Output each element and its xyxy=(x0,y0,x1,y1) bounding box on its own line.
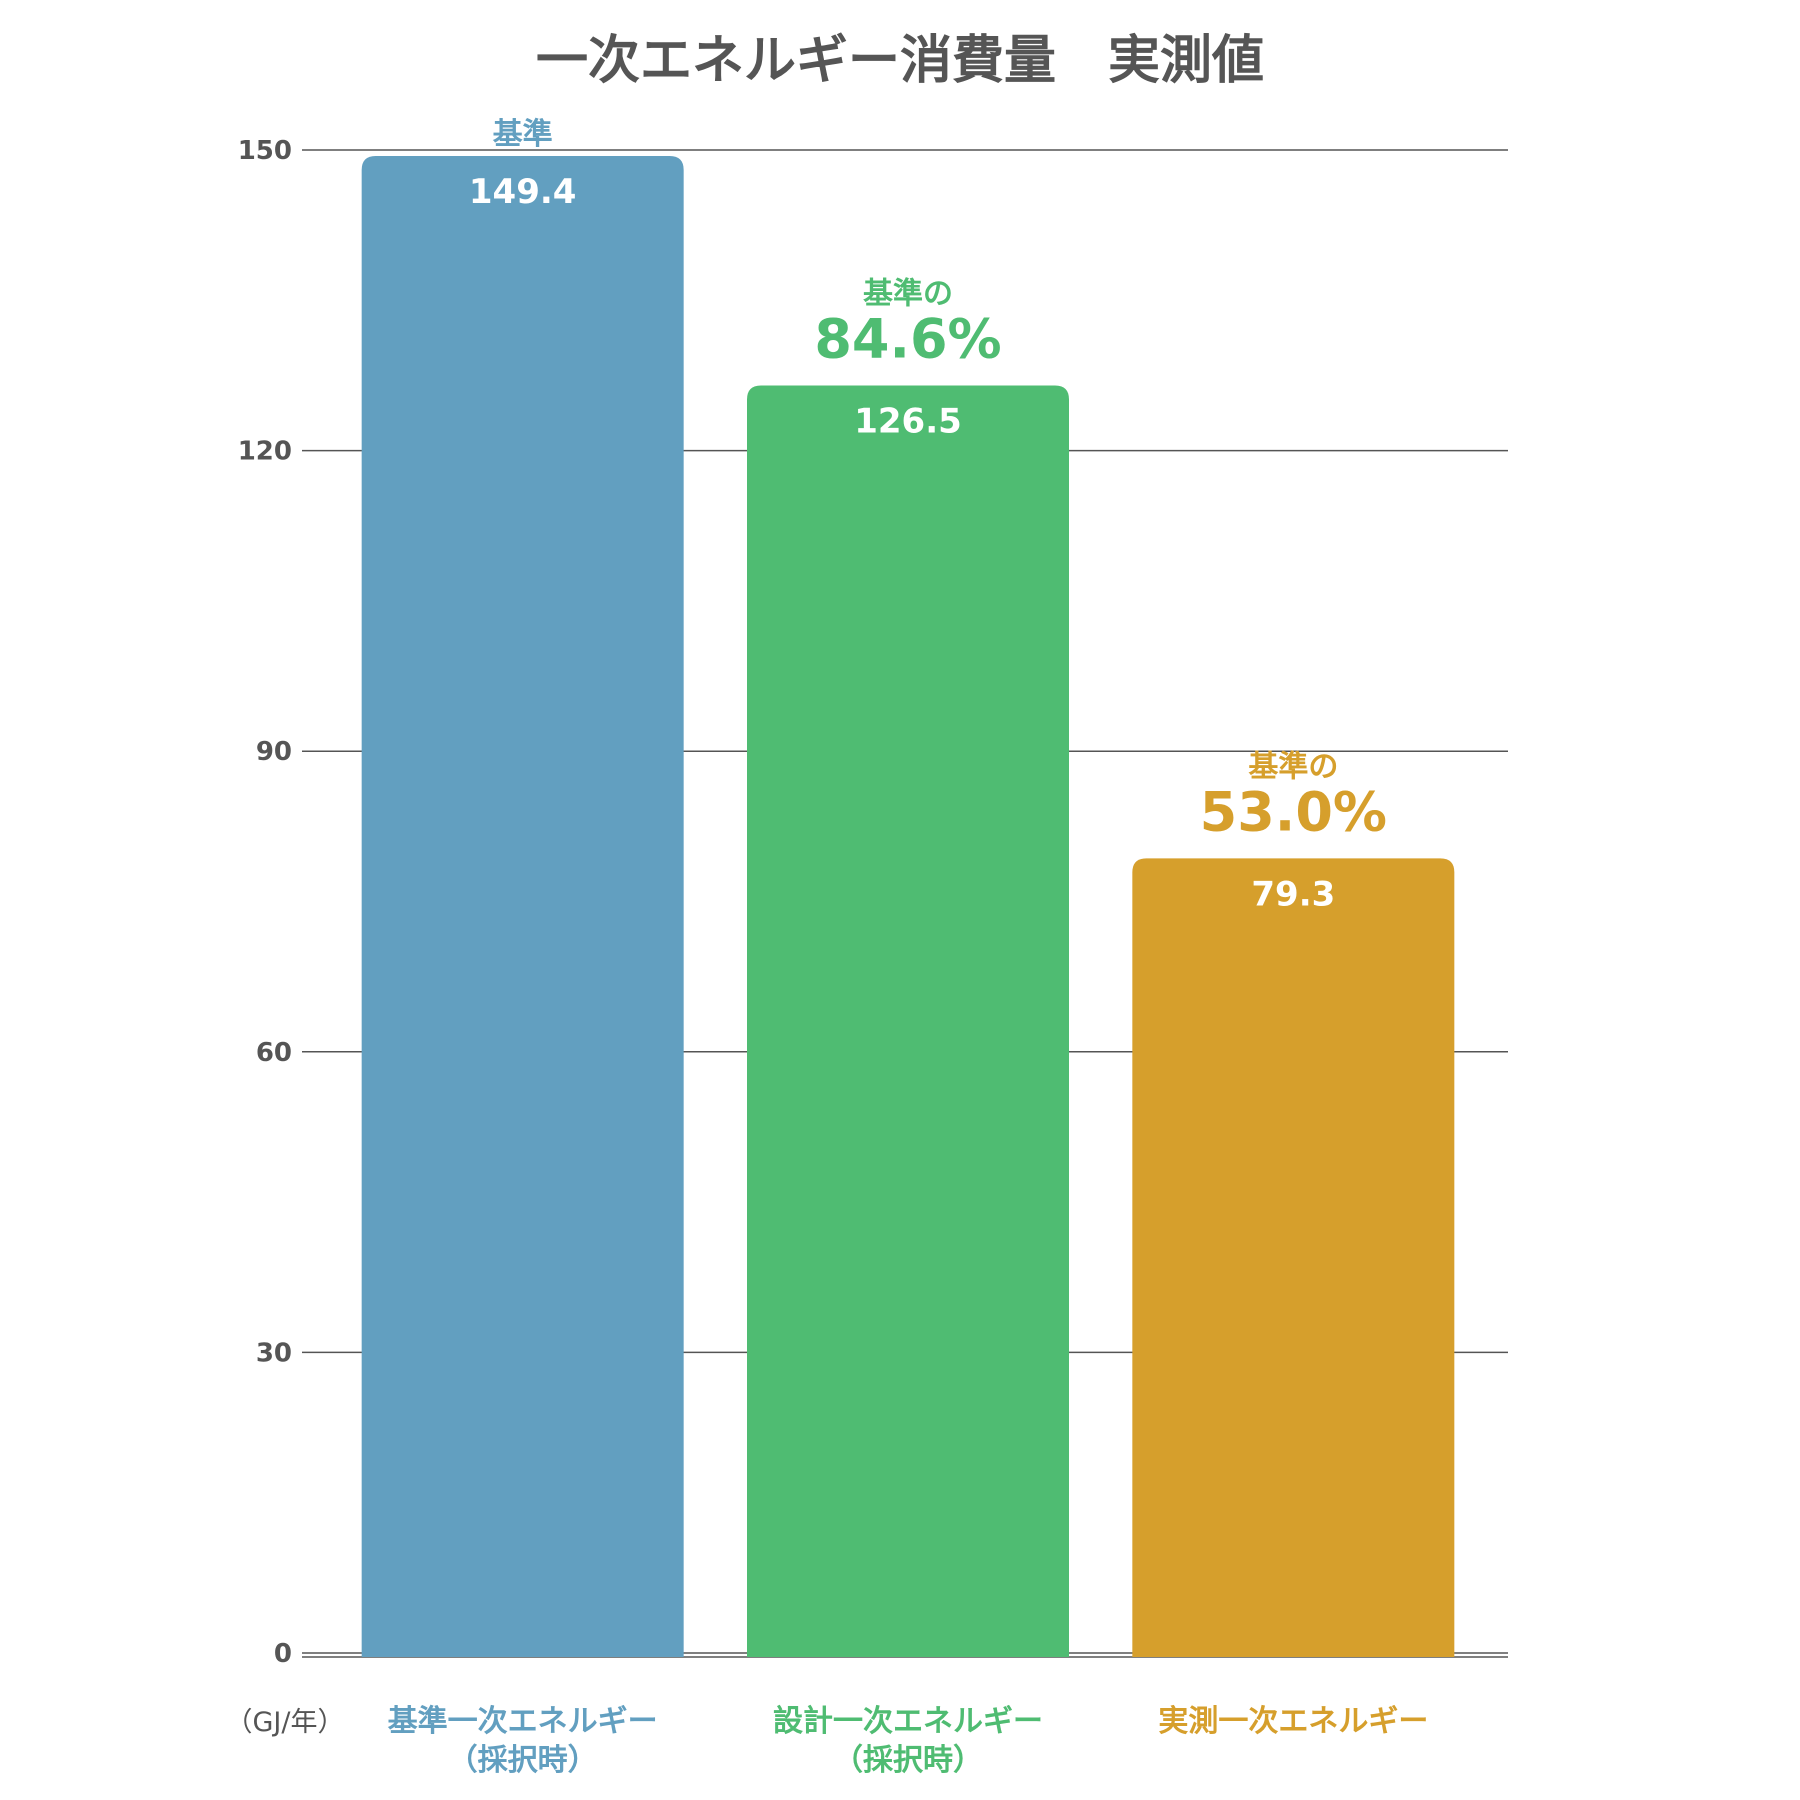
x-axis: 基準一次エネルギー （採択時） 設計一次エネルギー （採択時） 実測一次エネルギー xyxy=(388,1704,1429,1778)
bar-value-label: 79.3 xyxy=(1251,874,1335,914)
bar xyxy=(1132,858,1455,1657)
chart-title: 一次エネルギー消費量 実測値 xyxy=(536,31,1264,91)
bar-annotation-label: 基準の xyxy=(1248,749,1338,784)
bar-value-label: 126.5 xyxy=(854,401,962,441)
unit-label: （GJ/年） xyxy=(226,1707,345,1738)
y-tick-label: 0 xyxy=(274,1639,292,1669)
bar-percent-label: 84.6% xyxy=(814,307,1001,370)
bar-value-label: 149.4 xyxy=(469,172,577,212)
y-tick-label: 30 xyxy=(256,1338,292,1368)
y-tick-label: 60 xyxy=(256,1038,292,1068)
x-category-label: 設計一次エネルギー xyxy=(773,1704,1043,1739)
bar-percent-label: 53.0% xyxy=(1200,780,1387,843)
y-tick-label: 150 xyxy=(238,136,292,166)
y-tick-label: 90 xyxy=(256,737,292,767)
x-category-label: （採択時） xyxy=(833,1743,983,1778)
x-category-label: （採択時） xyxy=(448,1743,598,1778)
bar-annotation-label: 基準の xyxy=(863,276,953,311)
bar xyxy=(361,156,684,1658)
y-tick-label: 120 xyxy=(238,437,292,467)
x-category-label: 実測一次エネルギー xyxy=(1158,1704,1428,1739)
bar-annotation-label: 基準 xyxy=(493,117,553,152)
bar xyxy=(747,385,1069,1658)
x-category-label: 基準一次エネルギー xyxy=(388,1704,658,1739)
y-axis: 0 30 60 90 120 150 xyxy=(238,136,292,1669)
